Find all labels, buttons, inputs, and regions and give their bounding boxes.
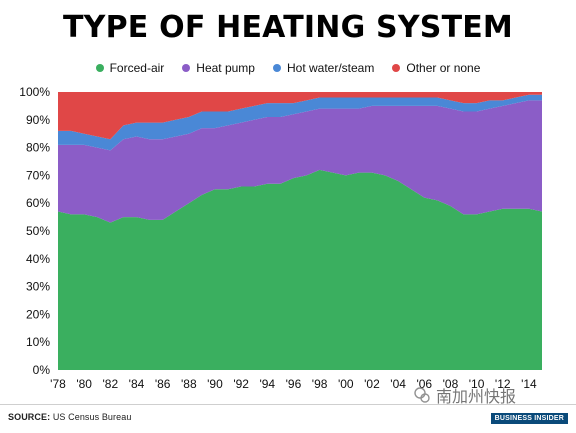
chart-footer: SOURCE: US Census Bureau 南加州快报 BUSINESS … (0, 387, 576, 433)
chart-title: TYPE OF HEATING SYSTEM (63, 10, 513, 45)
x-tick-label: '80 (76, 377, 92, 391)
area-series-heat-pump (58, 100, 542, 223)
y-tick-label: 100% (19, 85, 50, 99)
x-tick-label: '94 (259, 377, 275, 391)
source-text: US Census Bureau (52, 412, 132, 422)
legend-swatch-forced-air (95, 64, 104, 72)
area-series-other-or-none (58, 92, 542, 140)
x-tick-label: '00 (338, 377, 354, 391)
source-label: SOURCE: (8, 412, 51, 422)
y-tick-label: 60% (26, 196, 50, 210)
legend-label-forced-air: Forced-air (109, 61, 165, 75)
watermark-text: 南加州快报 (435, 389, 516, 406)
y-tick-label: 30% (26, 280, 50, 294)
legend-swatch-heat-pump (182, 64, 191, 72)
business-insider-logo: BUSINESS INSIDER (490, 413, 568, 424)
y-tick-label: 0% (33, 363, 51, 377)
x-tick-label: '12 (495, 377, 511, 391)
legend-label-heat-pump: Heat pump (196, 61, 255, 75)
legend-swatch-other-or-none (392, 64, 401, 72)
y-tick-label: 50% (26, 224, 50, 238)
x-tick-label: '96 (286, 377, 302, 391)
chart-svg: 0% 10% 20% 30% 40% 50% 60% 70% 80% 90% 100% '78 '80 '… (19, 85, 542, 391)
chart-area-wrapper: 0% 10% 20% 30% 40% 50% 60% 70% 80% 90% 100% '78 '80 '… (0, 80, 576, 400)
x-tick-label: '10 (469, 377, 485, 391)
legend-item-other-or-none: Other or none (392, 60, 480, 76)
y-tick-label: 70% (26, 168, 50, 182)
legend-label-hot-water-steam: Hot water/steam (286, 61, 375, 75)
x-tick-label: '86 (155, 377, 171, 391)
legend-item-forced-air: Forced-air (95, 60, 165, 76)
legend-label-other-or-none: Other or none (406, 61, 481, 75)
x-tick-label: '82 (103, 377, 119, 391)
legend-item-heat-pump: Heat pump (182, 60, 255, 76)
source-line: SOURCE: US Census Bureau (8, 412, 131, 422)
chat-bubble-icon (414, 387, 430, 403)
y-tick-label: 40% (26, 252, 50, 266)
x-tick-label: '14 (521, 377, 537, 391)
y-tick-label: 90% (26, 113, 50, 127)
x-tick-label: '78 (50, 377, 66, 391)
legend-item-hot-water-steam: Hot water/steam (272, 60, 375, 76)
x-tick-label: '92 (233, 377, 249, 391)
y-tick-label: 20% (26, 307, 50, 321)
x-tick-label: '02 (364, 377, 380, 391)
area-series-forced-air (58, 169, 542, 370)
x-tick-label: '90 (207, 377, 223, 391)
x-tick-label: '08 (443, 377, 459, 391)
x-tick-label: '04 (390, 377, 406, 391)
chart-legend: Forced-air Heat pump Hot water/steam Oth… (0, 60, 576, 76)
x-tick-label: '98 (312, 377, 328, 391)
watermark: 南加州快报 (414, 383, 516, 407)
y-tick-label: 10% (26, 335, 50, 349)
x-tick-label: '84 (129, 377, 145, 391)
legend-swatch-hot-water-steam (272, 64, 281, 72)
x-tick-label: '88 (181, 377, 197, 391)
y-tick-label: 80% (26, 141, 50, 155)
